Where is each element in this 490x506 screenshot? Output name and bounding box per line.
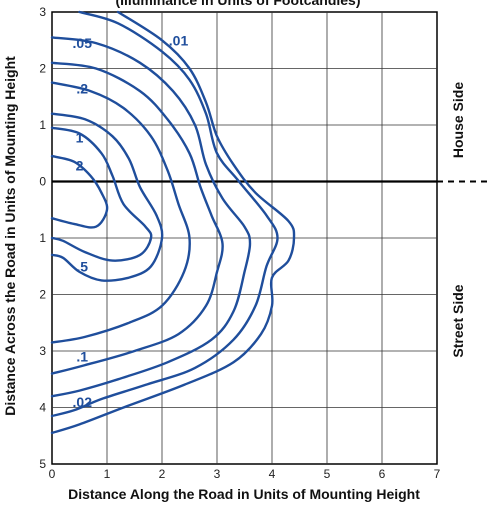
house-side-label: House Side	[450, 82, 466, 158]
axis-ticks: 0 1 2 3 4 5 6 7 3 2 1 0 1 2 3 4 5	[39, 5, 440, 481]
contour-1	[50, 126, 153, 262]
street-side-label: Street Side	[450, 284, 466, 357]
x-tick-label: 5	[324, 467, 331, 481]
contour-p2	[50, 81, 191, 344]
x-tick-label: 6	[379, 467, 386, 481]
contour-label: .2	[76, 80, 88, 96]
x-tick-label: 1	[104, 467, 111, 481]
contour-label: .05	[73, 35, 93, 51]
contour-label: .5	[76, 258, 88, 274]
contour-labels: .01 .05 .2 1 2 .5 .1 .02	[73, 32, 189, 410]
chart-title: (Illuminance in Units of Footcandles)	[115, 0, 360, 8]
contour-p1	[50, 61, 224, 375]
y-tick-label: 3	[39, 5, 46, 19]
x-tick-label: 7	[434, 467, 441, 481]
contour-p05	[50, 36, 252, 398]
contour-p01	[50, 10, 296, 435]
contour-label: 2	[76, 158, 84, 174]
contour-p02	[50, 10, 279, 418]
contour-p5	[50, 112, 164, 282]
x-tick-label: 0	[49, 467, 56, 481]
y-tick-label: 2	[39, 288, 46, 302]
y-tick-label: 2	[39, 62, 46, 76]
contour-label: 1	[76, 129, 84, 145]
contour-label: .02	[73, 394, 93, 410]
grid	[51, 11, 490, 465]
y-tick-label: 4	[39, 401, 46, 415]
contour-label: .1	[76, 349, 88, 365]
x-tick-label: 3	[214, 467, 221, 481]
contour-label: .01	[169, 32, 189, 48]
y-tick-label: 0	[39, 175, 46, 189]
y-tick-label: 5	[39, 457, 46, 471]
x-tick-label: 4	[269, 467, 276, 481]
y-tick-label: 1	[39, 231, 46, 245]
x-tick-label: 2	[159, 467, 166, 481]
y-tick-label: 3	[39, 344, 46, 358]
x-axis-label: Distance Along the Road in Units of Moun…	[68, 486, 420, 502]
y-tick-label: 1	[39, 118, 46, 132]
y-axis-label: Distance Across the Road in Units of Mou…	[2, 56, 18, 416]
contour-2	[50, 154, 109, 229]
contour-lines	[50, 10, 296, 435]
